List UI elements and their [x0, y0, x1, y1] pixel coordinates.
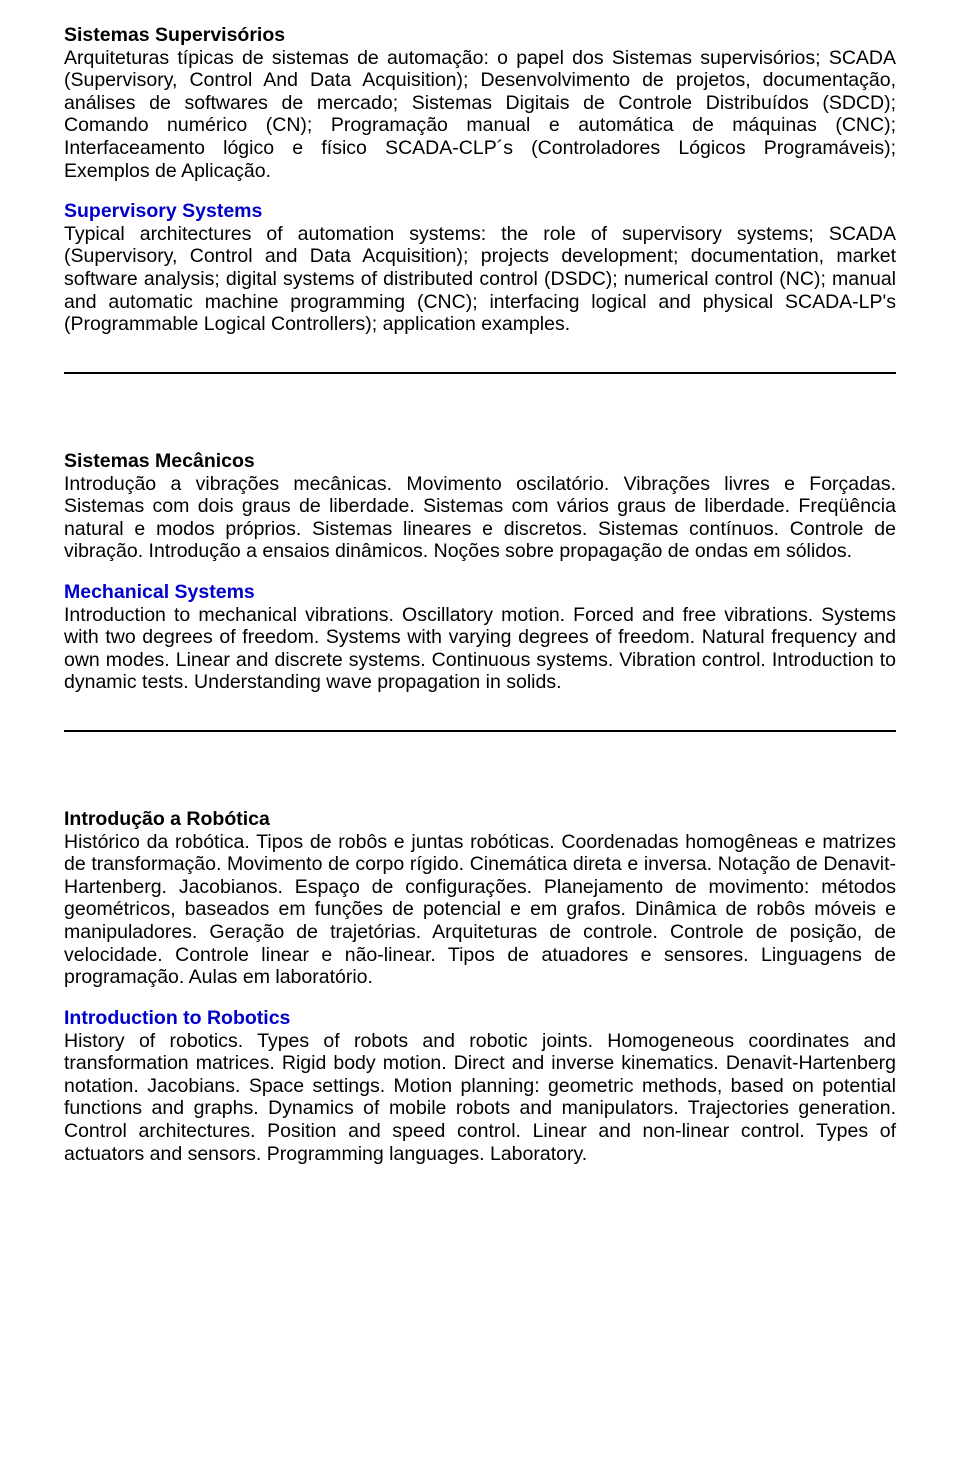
heading-en: Introduction to Robotics	[64, 1007, 896, 1030]
heading-pt: Sistemas Supervisórios	[64, 24, 896, 47]
body-pt: Histórico da robótica. Tipos de robôs e …	[64, 831, 896, 989]
body-en: Typical architectures of automation syst…	[64, 223, 896, 336]
body-en: Introduction to mechanical vibrations. O…	[64, 604, 896, 694]
spacer	[64, 768, 896, 808]
body-pt: Introdução a vibrações mecânicas. Movime…	[64, 473, 896, 563]
section-supervisory-pt: Sistemas Supervisórios Arquiteturas típi…	[64, 24, 896, 182]
heading-pt: Sistemas Mecânicos	[64, 450, 896, 473]
section-supervisory-en: Supervisory Systems Typical architecture…	[64, 200, 896, 336]
heading-en: Mechanical Systems	[64, 581, 896, 604]
divider	[64, 730, 896, 732]
section-robotics-en: Introduction to Robotics History of robo…	[64, 1007, 896, 1165]
spacer	[64, 410, 896, 450]
section-robotics-pt: Introdução a Robótica Histórico da robót…	[64, 808, 896, 989]
divider	[64, 372, 896, 374]
body-pt: Arquiteturas típicas de sistemas de auto…	[64, 47, 896, 183]
section-mechanical-en: Mechanical Systems Introduction to mecha…	[64, 581, 896, 694]
body-en: History of robotics. Types of robots and…	[64, 1030, 896, 1166]
heading-en: Supervisory Systems	[64, 200, 896, 223]
heading-pt: Introdução a Robótica	[64, 808, 896, 831]
section-mechanical-pt: Sistemas Mecânicos Introdução a vibraçõe…	[64, 450, 896, 563]
